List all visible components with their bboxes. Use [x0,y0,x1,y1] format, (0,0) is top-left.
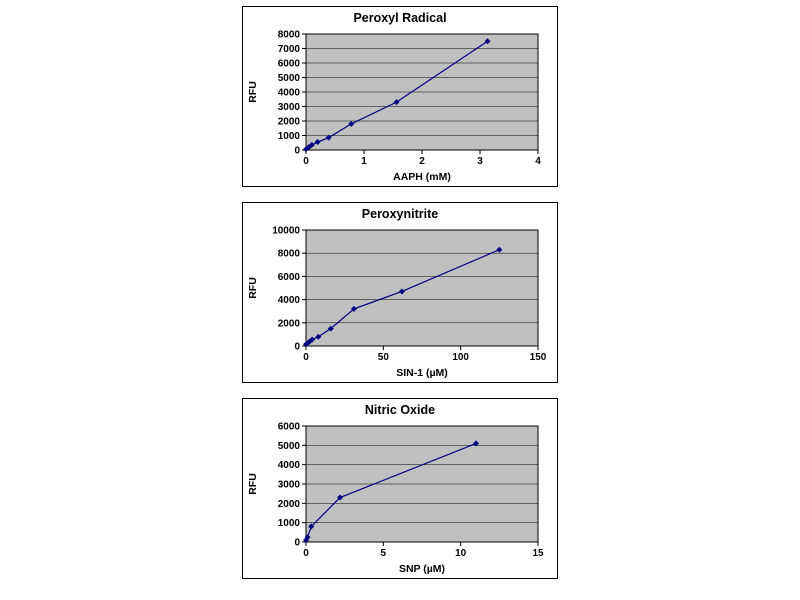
svg-text:6000: 6000 [278,272,301,283]
chart-title: Nitric Oxide [364,403,436,417]
chart-title: Peroxynitrite [361,207,439,221]
svg-text:2000: 2000 [278,318,301,329]
svg-text:RFU: RFU [247,81,259,103]
svg-text:1000: 1000 [278,518,301,529]
svg-text:0: 0 [303,156,309,167]
svg-text:50: 50 [378,352,390,363]
svg-text:0: 0 [294,538,300,549]
svg-text:5000: 5000 [278,441,301,452]
svg-text:2000: 2000 [278,117,301,128]
svg-text:8000: 8000 [278,30,301,41]
svg-text:150: 150 [530,352,547,363]
svg-text:4000: 4000 [278,88,301,99]
chart-plot-area: 0 2000 4000 6000 8000 10000 0 50 100 150 RFU SIN-1 … [247,226,547,380]
chart-nitric-oxide: Nitric Oxide 0 1000 2000 3000 4000 5000 6000 0 5… [242,398,558,579]
svg-text:SIN-1 (µM): SIN-1 (µM) [396,367,448,379]
svg-text:0: 0 [303,548,309,559]
chart-peroxynitrite: Peroxynitrite 0 2000 4000 6000 8000 10000 0 50 1… [242,202,558,383]
svg-text:8000: 8000 [278,249,301,260]
svg-text:0: 0 [294,342,300,353]
svg-text:5: 5 [381,548,387,559]
svg-text:4000: 4000 [278,460,301,471]
svg-text:3000: 3000 [278,102,301,113]
svg-text:RFU: RFU [247,277,259,299]
svg-text:4: 4 [535,156,541,167]
svg-text:3: 3 [477,156,483,167]
svg-text:0: 0 [294,146,300,157]
svg-text:4000: 4000 [278,295,301,306]
svg-text:5000: 5000 [278,73,301,84]
svg-text:6000: 6000 [278,422,301,433]
svg-text:10: 10 [455,548,467,559]
chart-plot-area: 0 1000 2000 3000 4000 5000 6000 0 5 10 15 RFU SNP (µ… [247,422,544,576]
svg-text:10000: 10000 [272,226,300,237]
svg-text:1: 1 [361,156,367,167]
svg-text:100: 100 [452,352,469,363]
svg-text:7000: 7000 [278,44,301,55]
svg-text:15: 15 [532,548,544,559]
chart-plot-area: 0 1000 2000 3000 4000 5000 6000 7000 8000 0 1 2 3 4 RF… [247,30,541,184]
svg-text:2000: 2000 [278,499,301,510]
svg-text:2: 2 [419,156,425,167]
svg-text:RFU: RFU [247,473,259,495]
svg-text:AAPH (mM): AAPH (mM) [393,171,451,183]
chart-peroxyl-radical: Peroxyl Radical 0 1000 2000 3000 4000 5000 600… [242,6,558,187]
svg-text:SNP (µM): SNP (µM) [399,563,445,575]
svg-text:3000: 3000 [278,480,301,491]
svg-text:6000: 6000 [278,59,301,70]
svg-text:0: 0 [303,352,309,363]
chart-title: Peroxyl Radical [353,11,447,25]
svg-text:1000: 1000 [278,131,301,142]
